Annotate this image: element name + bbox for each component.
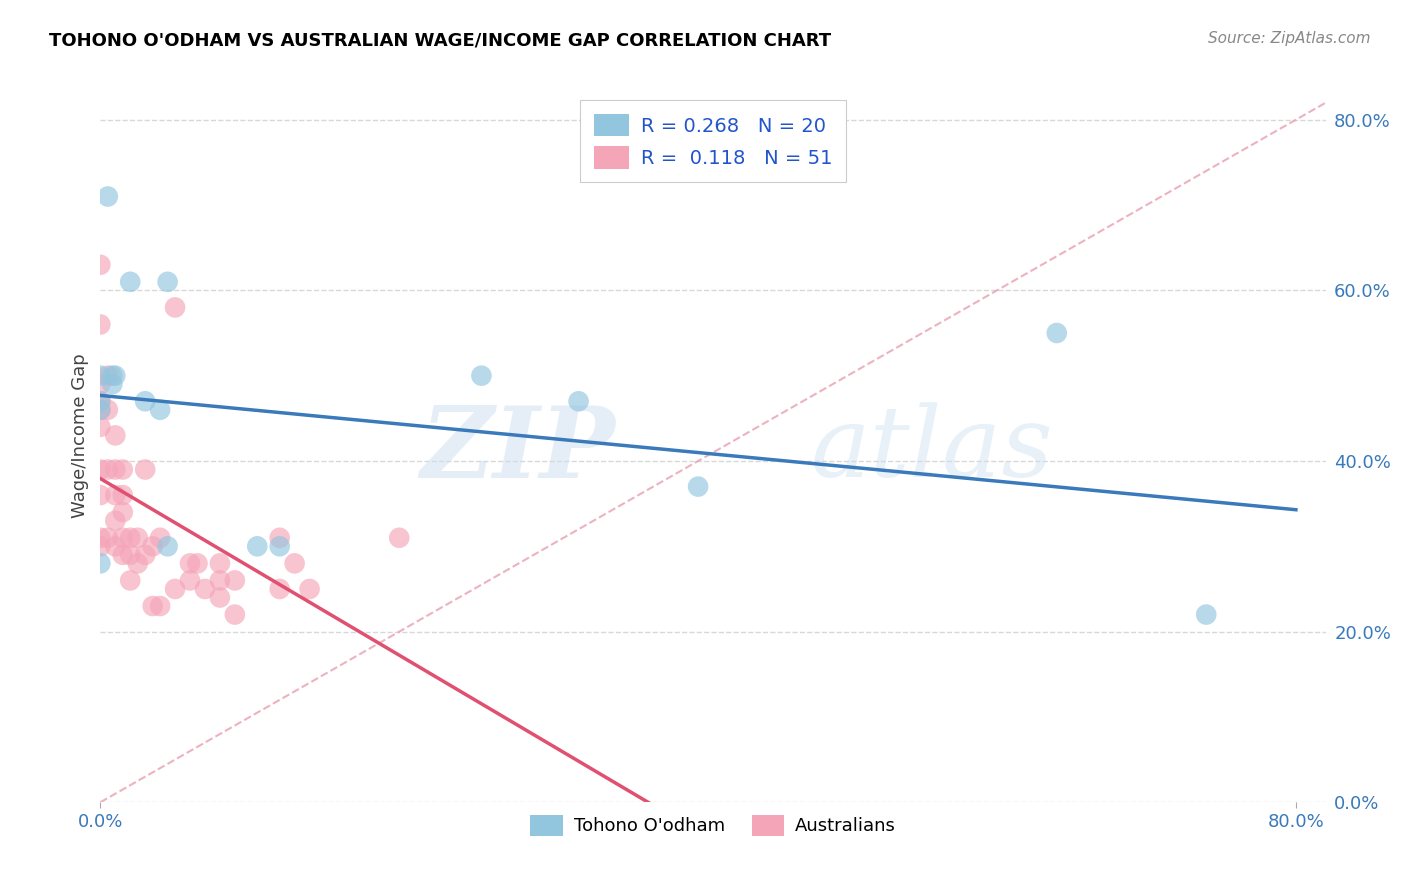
Text: Source: ZipAtlas.com: Source: ZipAtlas.com xyxy=(1208,31,1371,46)
Text: ZIP: ZIP xyxy=(420,401,614,499)
Point xyxy=(156,539,179,553)
Point xyxy=(104,368,127,383)
Point xyxy=(208,557,231,571)
Point xyxy=(208,574,231,588)
Point xyxy=(224,574,246,588)
Point xyxy=(101,377,124,392)
Point xyxy=(142,599,165,613)
Point xyxy=(149,599,172,613)
Point xyxy=(179,574,201,588)
Point xyxy=(298,582,321,596)
Point xyxy=(97,368,120,383)
Point xyxy=(1046,326,1069,340)
Point xyxy=(89,377,111,392)
Point xyxy=(127,531,149,545)
Point xyxy=(568,394,591,409)
Point xyxy=(127,557,149,571)
Point xyxy=(284,557,307,571)
Legend: Tohono O'odham, Australians: Tohono O'odham, Australians xyxy=(522,805,905,845)
Point xyxy=(246,539,269,553)
Text: atlas: atlas xyxy=(811,402,1054,498)
Point xyxy=(165,301,187,315)
Point xyxy=(142,539,165,553)
Point xyxy=(89,420,111,434)
Point xyxy=(89,258,111,272)
Point xyxy=(104,539,127,553)
Point xyxy=(111,548,134,562)
Point xyxy=(149,402,172,417)
Point xyxy=(134,394,156,409)
Point xyxy=(120,531,142,545)
Point xyxy=(111,462,134,476)
Point xyxy=(89,557,111,571)
Point xyxy=(165,582,187,596)
Point xyxy=(224,607,246,622)
Y-axis label: Wage/Income Gap: Wage/Income Gap xyxy=(72,353,89,517)
Point xyxy=(149,531,172,545)
Point xyxy=(97,531,120,545)
Point xyxy=(89,394,111,409)
Point xyxy=(470,368,492,383)
Point xyxy=(97,402,120,417)
Point xyxy=(269,582,291,596)
Point xyxy=(104,428,127,442)
Point xyxy=(104,488,127,502)
Text: TOHONO O'ODHAM VS AUSTRALIAN WAGE/INCOME GAP CORRELATION CHART: TOHONO O'ODHAM VS AUSTRALIAN WAGE/INCOME… xyxy=(49,31,831,49)
Point xyxy=(688,480,710,494)
Point xyxy=(89,318,111,332)
Point xyxy=(104,462,127,476)
Point xyxy=(101,368,124,383)
Point xyxy=(89,488,111,502)
Point xyxy=(89,531,111,545)
Point xyxy=(120,548,142,562)
Point xyxy=(134,548,156,562)
Point xyxy=(89,402,111,417)
Point xyxy=(269,539,291,553)
Point xyxy=(89,368,111,383)
Point xyxy=(120,275,142,289)
Point xyxy=(208,591,231,605)
Point xyxy=(89,394,111,409)
Point xyxy=(111,531,134,545)
Point xyxy=(179,557,201,571)
Point xyxy=(104,514,127,528)
Point xyxy=(120,574,142,588)
Point xyxy=(97,189,120,203)
Point xyxy=(89,402,111,417)
Point xyxy=(89,539,111,553)
Point xyxy=(134,462,156,476)
Point xyxy=(111,505,134,519)
Point xyxy=(194,582,217,596)
Point xyxy=(156,275,179,289)
Point xyxy=(388,531,411,545)
Point xyxy=(111,488,134,502)
Point xyxy=(1195,607,1218,622)
Point xyxy=(186,557,208,571)
Point xyxy=(97,462,120,476)
Point xyxy=(89,462,111,476)
Point xyxy=(269,531,291,545)
